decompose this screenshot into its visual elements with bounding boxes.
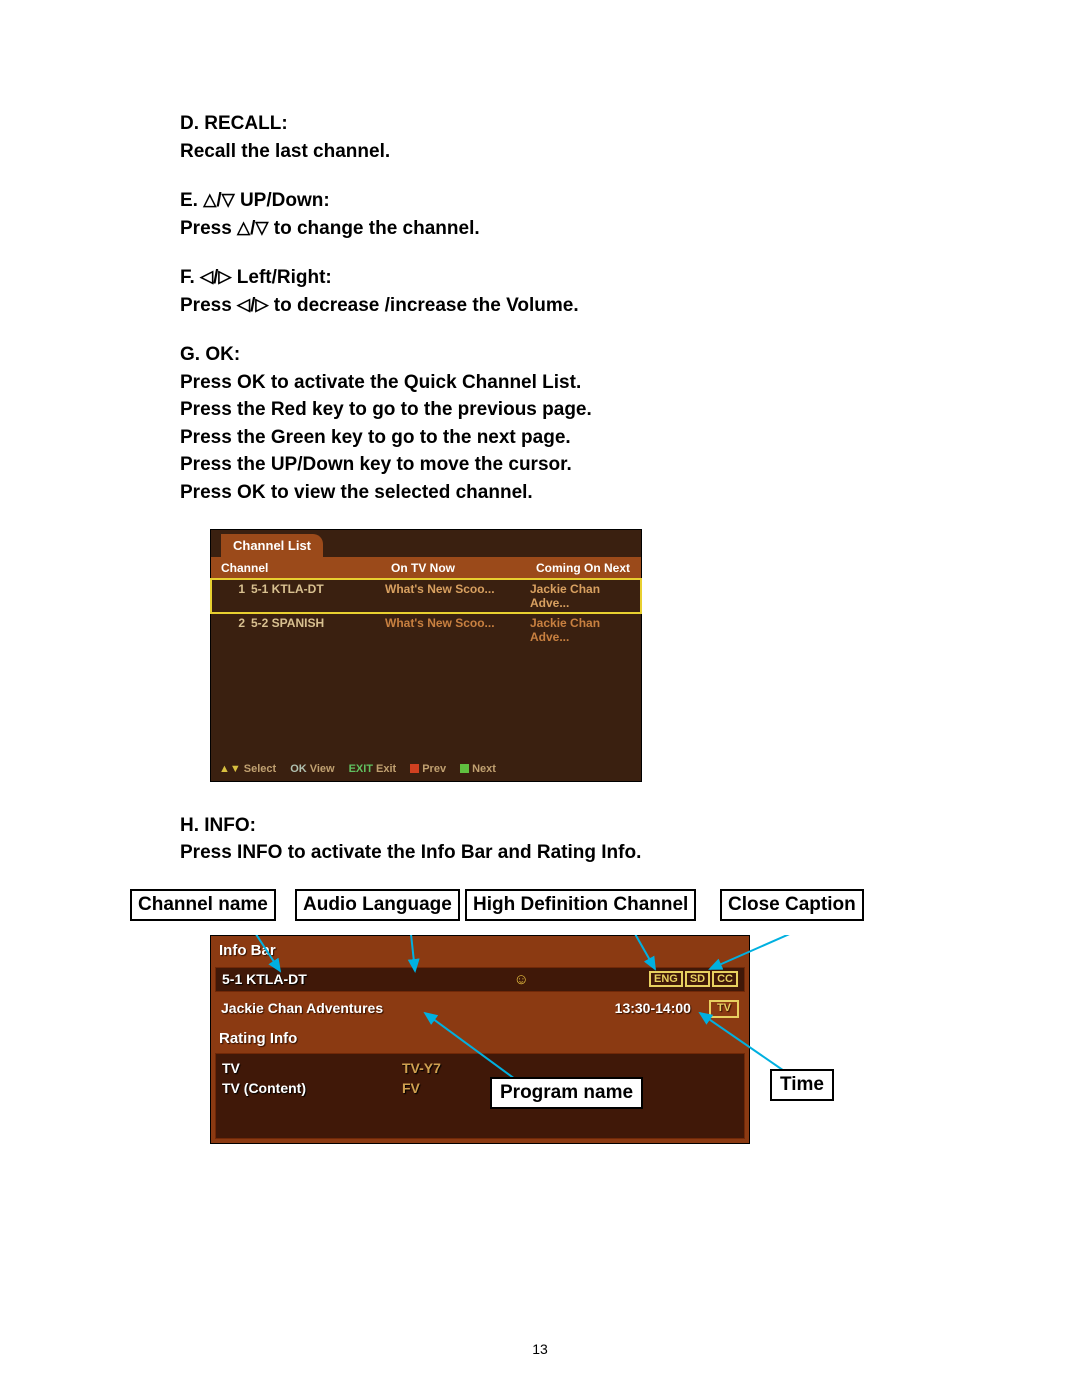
up-triangle-icon: △ <box>203 188 216 213</box>
channel-list-row[interactable]: 1 5-1 KTLA-DT What's New Scoo... Jackie … <box>211 579 641 613</box>
section-g-line: Press the Green key to go to the next pa… <box>180 424 900 452</box>
section-e-post: to change the channel. <box>274 218 480 239</box>
rating-info-title: Rating Info <box>215 1028 745 1053</box>
section-g-label: G. OK: <box>180 341 900 369</box>
right-triangle-icon: ▷ <box>255 293 268 318</box>
annot-program-name: Program name <box>490 1077 643 1109</box>
rating-value: TV-Y7 <box>402 1060 441 1076</box>
section-e: E. △/▽ UP/Down: Press △/▽ to change the … <box>180 187 900 242</box>
rating-info-inner: TV TV-Y7 TV (Content) FV <box>215 1053 745 1139</box>
section-f-post: to decrease /increase the Volume. <box>274 295 579 316</box>
section-h-text: Press INFO to activate the Info Bar and … <box>180 839 900 867</box>
info-bar-line1: 5-1 KTLA-DT ☺ ENG SD CC <box>215 967 745 992</box>
footer-select: ▲▼Select <box>219 763 276 775</box>
section-f: F. ◁/▷ Left/Right: Press ◁/▷ to decrease… <box>180 264 900 319</box>
section-e-pre: Press <box>180 218 237 239</box>
down-triangle-icon: ▽ <box>222 188 235 213</box>
manual-page: D. RECALL: Recall the last channel. E. △… <box>0 0 1080 1397</box>
section-g: G. OK: Press OK to activate the Quick Ch… <box>180 341 900 506</box>
row-name: 5-2 SPANISH <box>251 616 385 644</box>
info-bar-title: Info Bar <box>215 940 745 967</box>
channel-list-title: Channel List <box>221 534 323 557</box>
footer-view: OKView <box>290 763 334 775</box>
info-bar-line2: Jackie Chan Adventures 13:30-14:00 TV <box>215 998 745 1028</box>
up-triangle-icon: △ <box>237 216 250 241</box>
annot-close-caption: Close Caption <box>720 889 864 921</box>
section-g-line: Press the UP/Down key to move the cursor… <box>180 451 900 479</box>
audio-icon: ☺ <box>514 971 529 988</box>
info-bar-time: 13:30-14:00 <box>615 1000 691 1018</box>
section-f-title: Left/Right: <box>237 267 332 288</box>
rating-row: TV TV-Y7 <box>222 1058 738 1078</box>
row-num: 1 <box>215 582 251 610</box>
section-g-line: Press OK to activate the Quick Channel L… <box>180 369 900 397</box>
right-triangle-icon: ▷ <box>218 265 231 290</box>
down-triangle-icon: ▽ <box>255 216 268 241</box>
row-now: What's New Scoo... <box>385 616 530 644</box>
badge-eng: ENG <box>649 971 683 987</box>
row-now: What's New Scoo... <box>385 582 530 610</box>
row-name: 5-1 KTLA-DT <box>251 582 385 610</box>
channel-list-row[interactable]: 2 5-2 SPANISH What's New Scoo... Jackie … <box>211 613 641 647</box>
footer-next: Next <box>460 763 496 775</box>
page-number: 13 <box>0 1341 1080 1357</box>
header-now: On TV Now <box>391 561 536 575</box>
badge-cc: CC <box>712 971 738 987</box>
updown-icon: ▲▼ <box>219 763 241 775</box>
header-next: Coming On Next <box>536 561 637 575</box>
section-d-text: Recall the last channel. <box>180 138 900 166</box>
rating-label: TV (Content) <box>222 1080 402 1096</box>
section-f-pre: Press <box>180 295 237 316</box>
channel-list-header: Channel On TV Now Coming On Next <box>211 557 641 579</box>
annot-audio-language: Audio Language <box>295 889 460 921</box>
section-f-label: F. <box>180 267 195 288</box>
green-dot-icon <box>460 764 469 773</box>
section-h: H. INFO: Press INFO to activate the Info… <box>180 812 900 867</box>
channel-list-osd: Channel List Channel On TV Now Coming On… <box>210 529 642 782</box>
section-h-label: H. INFO: <box>180 812 900 840</box>
footer-exit: EXITExit <box>349 763 397 775</box>
left-triangle-icon: ◁ <box>200 265 213 290</box>
footer-prev: Prev <box>410 763 446 775</box>
row-num: 2 <box>215 616 251 644</box>
cl-title-wrap: Channel List <box>211 530 641 557</box>
info-bar-program: Jackie Chan Adventures <box>221 1000 615 1018</box>
info-bar-wrap: Info Bar 5-1 KTLA-DT ☺ ENG SD CC Jackie … <box>210 935 750 1144</box>
row-next: Jackie Chan Adve... <box>530 616 637 644</box>
section-d-label: D. RECALL: <box>180 110 900 138</box>
channel-list-footer: ▲▼Select OKView EXITExit Prev Next <box>211 757 641 781</box>
rating-row: TV (Content) FV <box>222 1078 738 1098</box>
red-dot-icon <box>410 764 419 773</box>
annot-channel-name: Channel name <box>130 889 276 921</box>
channel-list-empty <box>211 647 641 757</box>
section-d: D. RECALL: Recall the last channel. <box>180 110 900 165</box>
section-g-line: Press the Red key to go to the previous … <box>180 396 900 424</box>
section-g-line: Press OK to view the selected channel. <box>180 479 900 507</box>
rating-value: FV <box>402 1080 420 1096</box>
section-e-title: UP/Down: <box>240 190 330 211</box>
tv-badge: TV <box>709 1000 739 1018</box>
info-bar-osd: Info Bar 5-1 KTLA-DT ☺ ENG SD CC Jackie … <box>210 935 750 1144</box>
header-channel: Channel <box>215 561 391 575</box>
annot-time: Time <box>770 1069 834 1101</box>
annotation-row-top: Channel name Audio Language High Definit… <box>130 889 910 935</box>
left-triangle-icon: ◁ <box>237 293 250 318</box>
rating-label: TV <box>222 1060 402 1076</box>
row-next: Jackie Chan Adve... <box>530 582 637 610</box>
info-bar-channel: 5-1 KTLA-DT <box>222 971 514 987</box>
badge-sd: SD <box>685 971 710 987</box>
info-bar-badges: ENG SD CC <box>649 971 738 987</box>
annot-hd-channel: High Definition Channel <box>465 889 696 921</box>
section-e-label: E. <box>180 190 198 211</box>
